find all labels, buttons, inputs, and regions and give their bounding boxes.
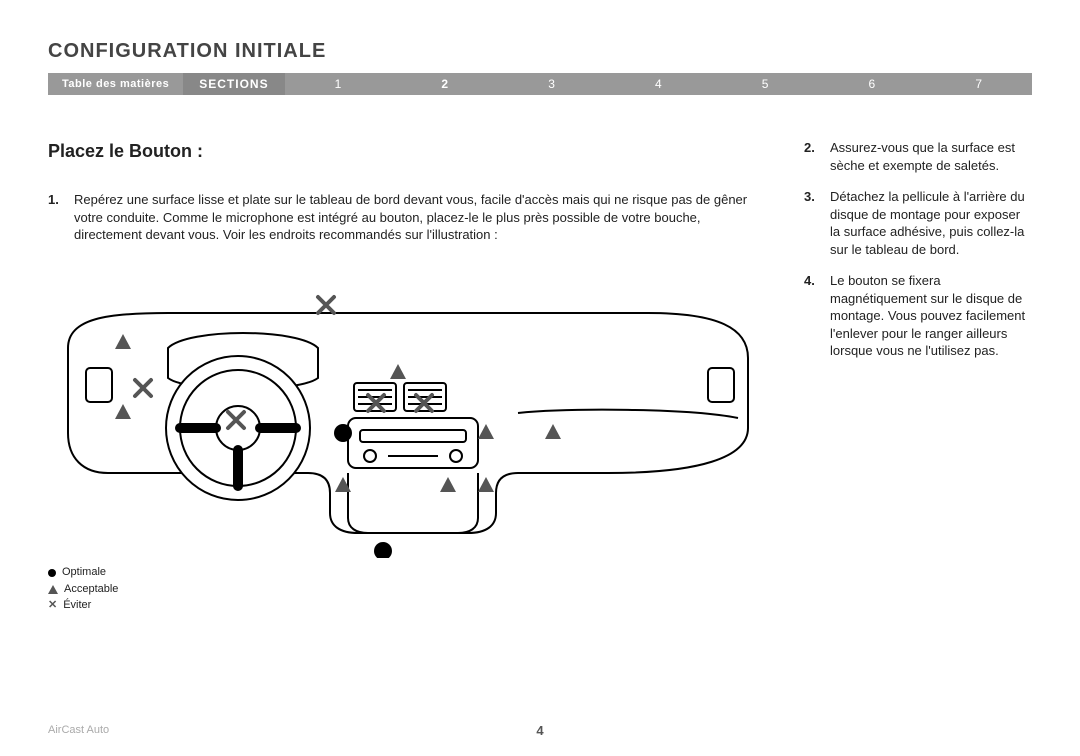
step-3: 3. Détachez la pellicule à l'arrière du … (804, 188, 1032, 258)
legend-avoid: Éviter (63, 597, 91, 614)
section-subtitle: Placez le Bouton : (48, 139, 768, 163)
right-column: 2. Assurez-vous que la surface est sèche… (804, 139, 1032, 614)
nav-link-5[interactable]: 5 (712, 77, 819, 91)
footer-product: AirCast Auto (48, 724, 109, 736)
section-navbar: Table des matières SECTIONS 1 2 3 4 5 6 … (48, 73, 1032, 95)
step-text: Assurez-vous que la surface est sèche et… (830, 139, 1032, 174)
step-4: 4. Le bouton se fixera magnétiquement su… (804, 272, 1032, 360)
step-number: 3. (804, 188, 830, 258)
step-number: 1. (48, 191, 74, 244)
nav-sections-label: SECTIONS (183, 73, 284, 95)
legend: Optimale Acceptable ✕ Éviter (48, 564, 768, 614)
nav-numbers: 1 2 3 4 5 6 7 (285, 77, 1032, 91)
left-column: Placez le Bouton : 1. Repérez une surfac… (48, 139, 768, 614)
dashboard-illustration: Optimale Acceptable ✕ Éviter (48, 258, 768, 614)
page-title: CONFIGURATION INITIALE (48, 40, 1032, 63)
legend-acceptable: Acceptable (64, 581, 118, 598)
page-footer: AirCast Auto 4 (48, 724, 1032, 736)
step-number: 2. (804, 139, 830, 174)
step-text: Le bouton se fixera magnétiquement sur l… (830, 272, 1032, 360)
legend-x-icon: ✕ (48, 597, 57, 614)
legend-triangle-icon (48, 585, 58, 594)
nav-link-4[interactable]: 4 (605, 77, 712, 91)
step-number: 4. (804, 272, 830, 360)
nav-link-2[interactable]: 2 (391, 77, 498, 91)
step-1: 1. Repérez une surface lisse et plate su… (48, 191, 768, 244)
legend-optimal: Optimale (62, 564, 106, 581)
nav-link-6[interactable]: 6 (818, 77, 925, 91)
step-text: Détachez la pellicule à l'arrière du dis… (830, 188, 1032, 258)
nav-link-7[interactable]: 7 (925, 77, 1032, 91)
nav-toc[interactable]: Table des matières (48, 78, 183, 90)
footer-page-number: 4 (536, 723, 543, 738)
nav-link-1[interactable]: 1 (285, 77, 392, 91)
step-2: 2. Assurez-vous que la surface est sèche… (804, 139, 1032, 174)
legend-dot-icon (48, 569, 56, 577)
nav-link-3[interactable]: 3 (498, 77, 605, 91)
step-text: Repérez une surface lisse et plate sur l… (74, 191, 768, 244)
